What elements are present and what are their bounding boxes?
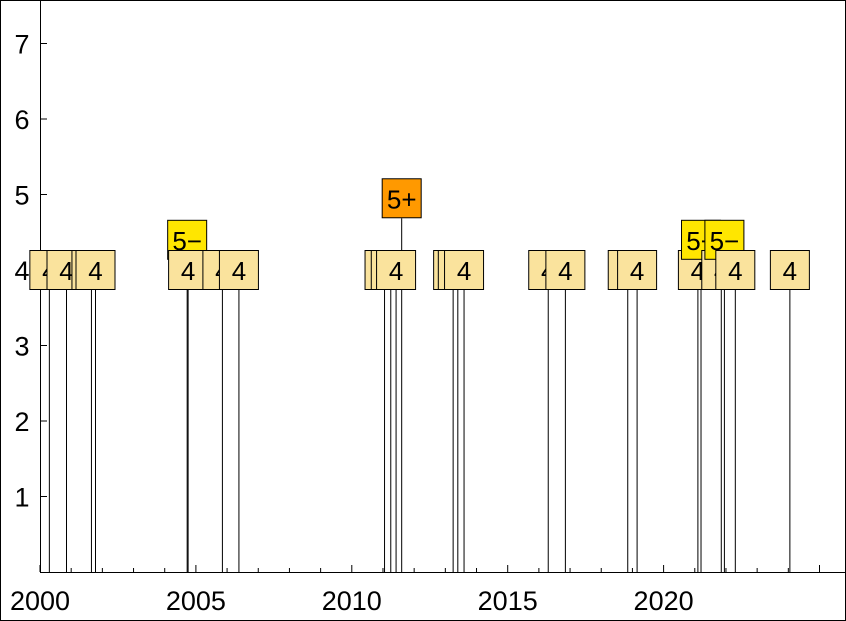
y-tick-label: 4 [14, 256, 29, 286]
y-tick-label: 6 [14, 105, 29, 135]
axes: 2000 2005 2010 2015 2020 1 2 3 4 5 6 7 [10, 0, 846, 616]
marker-label: 4 [88, 256, 102, 286]
intensity-marker: 4 [218, 250, 259, 290]
marker-box [715, 250, 756, 290]
marker-box [381, 178, 422, 219]
intensity-marker: 4 [715, 250, 756, 290]
intensity-marker: 4 [168, 250, 209, 290]
intensity-marker: 5+ [381, 178, 422, 219]
marker-box [376, 250, 417, 290]
y-tick-label: 3 [14, 332, 29, 362]
marker-label: 4 [728, 256, 742, 286]
marker-label: 4 [558, 256, 572, 286]
intensity-marker: 4 [545, 250, 586, 290]
y-tick-label: 1 [14, 483, 29, 513]
marker-label: 4 [783, 256, 797, 286]
x-tick-label: 2000 [10, 586, 70, 616]
marker-box [545, 250, 586, 290]
intensity-marker: 4 [75, 250, 116, 290]
marker-box [218, 250, 259, 290]
x-tick-label: 2010 [322, 586, 382, 616]
marker-label: 4 [232, 256, 246, 286]
marker-label: 5+ [387, 184, 417, 214]
y-tick-label: 5 [14, 181, 29, 211]
marker-label: 4 [457, 256, 471, 286]
marker-box [75, 250, 116, 290]
y-tick-label: 7 [14, 30, 29, 60]
intensity-marker: 4 [444, 250, 485, 290]
x-tick-label: 2020 [634, 586, 694, 616]
x-tick-label: 2015 [478, 586, 538, 616]
x-tick-label: 2005 [166, 586, 226, 616]
intensity-marker: 4 [617, 250, 658, 290]
intensity-marker: 4 [376, 250, 417, 290]
stem-lines [48, 218, 791, 572]
marker-box [444, 250, 485, 290]
marker-box [769, 250, 810, 290]
y-tick-label: 2 [14, 407, 29, 437]
marker-label: 4 [181, 256, 195, 286]
marker-box [617, 250, 658, 290]
marker-label: 4 [59, 256, 73, 286]
marker-label: 4 [389, 256, 403, 286]
marker-box [168, 250, 209, 290]
marker-label: 4 [630, 256, 644, 286]
intensity-marker: 4 [769, 250, 810, 290]
